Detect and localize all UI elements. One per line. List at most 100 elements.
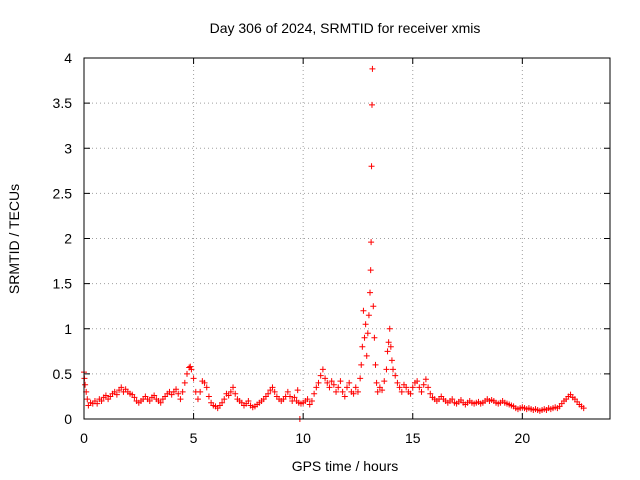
data-point [232,390,239,397]
data-point [265,390,272,397]
x-tick-label: 10 [295,430,311,446]
y-tick-label: 1.5 [53,276,73,292]
data-point [362,321,369,328]
data-point [179,388,186,395]
data-point [330,381,337,388]
data-point [190,375,197,382]
data-point [315,379,322,386]
data-point [359,343,366,350]
data-point [374,388,381,395]
data-point [333,388,340,395]
x-tick-label: 0 [80,430,88,446]
data-point [294,387,301,394]
data-point [369,65,376,72]
data-point [339,388,346,395]
data-point [365,312,372,319]
data-point [381,378,388,385]
data-point [82,381,89,388]
data-point [317,372,324,379]
data-point [184,370,191,377]
data-point [335,384,342,391]
data-point [390,366,397,373]
data-point [269,384,276,391]
data-point [284,388,291,395]
data-point [352,384,359,391]
data-point [337,378,344,385]
x-tick-label: 5 [190,430,198,446]
data-point [398,388,405,395]
data-point [367,289,374,296]
chart-title: Day 306 of 2024, SRMTID for receiver xmi… [210,20,481,36]
data-point [118,384,125,391]
y-tick-label: 0.5 [53,366,73,382]
y-tick-label: 2 [64,231,72,247]
tick-labels: 0 0.5 1 1.5 2 2.5 3 3.5 4 0 5 10 15 20 [53,50,531,446]
data-point [420,381,427,388]
data-point [341,393,348,400]
data-point [181,379,188,386]
data-point [357,375,364,382]
data-point [227,388,234,395]
data-point [364,330,371,337]
data-point [146,397,153,404]
data-point [418,388,425,395]
data-point [219,399,226,406]
data-point [324,379,331,386]
data-point [311,390,318,397]
data-point [373,379,380,386]
data-point [371,334,378,341]
data-point [346,379,353,386]
y-axis-label: SRMTID / TECUs [6,184,22,294]
data-point [370,303,377,310]
data-point [194,396,201,403]
data-point [368,163,375,170]
data-point [403,384,410,391]
data-point [414,378,421,385]
data-point [409,384,416,391]
data-point [245,397,252,404]
data-point [580,405,587,412]
data-point [328,378,335,385]
data-point [372,361,379,368]
data-point [367,267,374,274]
y-tick-label: 1 [64,321,72,337]
data-point [102,392,109,399]
data-point [308,397,315,404]
data-point [396,384,403,391]
data-point [177,396,184,403]
data-point [322,375,329,382]
data-point [98,397,105,404]
data-point [386,325,393,332]
y-tick-label: 4 [64,50,72,66]
data-point [271,388,278,395]
x-axis-label: GPS time / hours [292,458,399,474]
data-point [407,390,414,397]
data-point [188,366,195,373]
data-point [425,384,432,391]
data-point [157,399,164,406]
data-point [221,396,228,403]
data-point [187,363,194,370]
y-tick-label: 2.5 [53,185,73,201]
data-point [383,366,390,373]
data-point [368,101,375,108]
data-point [388,357,395,364]
data-point [291,394,298,401]
data-point [361,334,368,341]
data-point [304,396,311,403]
data-point [384,348,391,355]
data-point [175,390,182,397]
data-point [306,401,313,408]
data-point [416,384,423,391]
data-point [422,376,429,383]
data-point [360,307,367,314]
data-point [203,384,210,391]
x-tick-label: 20 [515,430,531,446]
data-point [392,372,399,379]
data-point [368,239,375,246]
data-point [197,388,204,395]
data-point [151,392,158,399]
data-point [387,343,394,350]
